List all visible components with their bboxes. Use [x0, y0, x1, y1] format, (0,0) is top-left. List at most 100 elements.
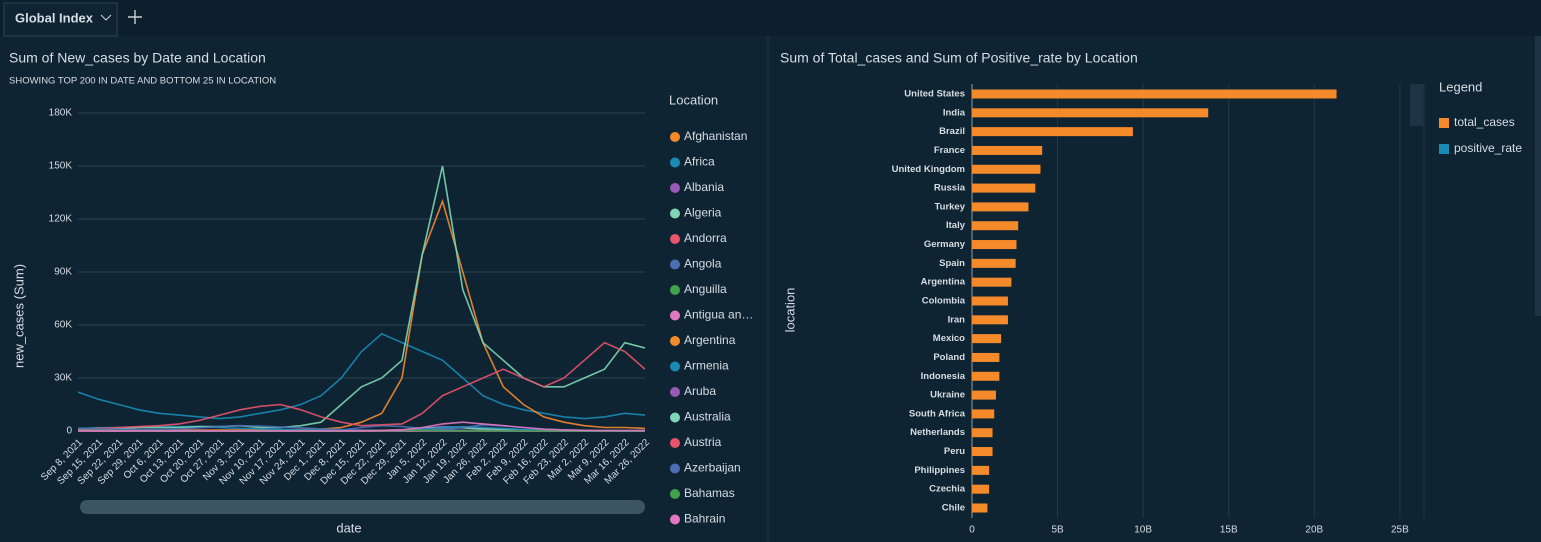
- y-tick-label: France: [934, 145, 965, 156]
- tab[interactable]: [3, 2, 118, 37]
- chart-title: Sum of New_cases by Date and Location: [9, 50, 266, 66]
- bar: [972, 296, 1008, 306]
- bar: [972, 334, 1002, 344]
- y-tick-label: Iran: [948, 314, 966, 325]
- legend-label: Algeria: [684, 206, 722, 220]
- bar: [972, 371, 1000, 381]
- y-tick-label: Czechia: [929, 484, 966, 495]
- legend-marker: [1439, 144, 1449, 154]
- y-tick-label: Chile: [942, 503, 965, 514]
- bar: [972, 183, 1036, 193]
- tab-bar: [0, 0, 1541, 36]
- bar: [972, 447, 993, 457]
- legend-label: Angola: [684, 257, 722, 271]
- line-series: [77, 341, 646, 430]
- x-tick-label: 0: [969, 525, 975, 536]
- legend-label: Azerbaijan: [684, 461, 741, 475]
- y-tick-label: United States: [904, 89, 965, 100]
- bar: [972, 352, 1000, 362]
- x-tick-label: 25B: [1391, 525, 1409, 536]
- y-tick-label: India: [943, 107, 966, 118]
- legend-marker: [670, 183, 680, 193]
- legend-marker: [670, 285, 680, 295]
- bar: [972, 277, 1012, 287]
- y-tick-label: Peru: [944, 446, 965, 457]
- legend-label: Antigua an…: [684, 308, 753, 322]
- y-tick-label: Germany: [924, 239, 966, 250]
- legend-label: Bahrain: [684, 512, 725, 526]
- bar: [972, 484, 990, 494]
- legend-label: positive_rate: [1454, 141, 1522, 155]
- bar: [972, 164, 1041, 174]
- bar: [972, 315, 1008, 325]
- add-tab[interactable]: [128, 10, 142, 24]
- line-series: [77, 332, 646, 420]
- legend-label: Anguilla: [684, 282, 727, 296]
- y-tick-label: South Africa: [909, 408, 966, 419]
- legend-label: Bahamas: [684, 486, 735, 500]
- tab-title: Global Index: [15, 10, 94, 25]
- y-tick-label: Netherlands: [910, 427, 965, 438]
- legend-marker: [670, 387, 680, 397]
- bar: [972, 428, 993, 438]
- y-tick-label: 0: [66, 426, 72, 437]
- x-axis-label: date: [336, 520, 361, 535]
- y-axis-label: location: [782, 288, 797, 333]
- y-tick-label: Poland: [933, 352, 965, 363]
- legend-label: total_cases: [1454, 115, 1515, 129]
- y-tick-label: Colombia: [922, 296, 966, 307]
- y-tick-label: 180K: [49, 108, 73, 119]
- x-tick-label: 10B: [1134, 525, 1152, 536]
- bar: [972, 390, 996, 400]
- y-tick-label: Argentina: [921, 277, 966, 288]
- y-tick-label: Ukraine: [930, 390, 965, 401]
- bar: [972, 409, 995, 419]
- legend-label: Afghanistan: [684, 129, 747, 143]
- legend-marker: [1439, 118, 1449, 128]
- legend-marker: [670, 514, 680, 525]
- legend-label: Aruba: [684, 384, 716, 398]
- bar: [972, 258, 1016, 268]
- y-tick-label: Russia: [934, 183, 966, 194]
- legend-scroll[interactable]: [1410, 84, 1423, 126]
- line-series: [77, 165, 646, 430]
- bar: [972, 89, 1337, 99]
- legend-marker: [670, 259, 680, 270]
- y-axis-label: new_cases (Sum): [11, 264, 26, 368]
- legend-label: Armenia: [684, 359, 729, 373]
- y-tick-label: Spain: [939, 258, 965, 269]
- legend-label: Argentina: [684, 333, 736, 347]
- y-tick-label: 90K: [54, 267, 72, 278]
- legend-marker: [670, 310, 680, 321]
- legend-marker: [670, 234, 680, 244]
- bar: [972, 145, 1043, 155]
- legend-label: Africa: [684, 155, 715, 169]
- legend-marker: [670, 208, 680, 219]
- legend-marker: [670, 132, 680, 142]
- x-tick-label: 15B: [1220, 525, 1238, 536]
- tab-chevron[interactable]: [100, 14, 112, 21]
- range-slider[interactable]: [80, 500, 645, 514]
- legend-title: Legend: [1439, 79, 1482, 94]
- legend-marker: [670, 361, 680, 372]
- y-tick-label: Italy: [946, 220, 966, 231]
- chart-title: Sum of Total_cases and Sum of Positive_r…: [780, 50, 1138, 66]
- y-tick-label: 30K: [54, 373, 72, 384]
- bar: [972, 221, 1019, 231]
- legend-label: Australia: [684, 410, 731, 424]
- chart-subtitle: SHOWING TOP 200 IN DATE AND BOTTOM 25 IN…: [9, 76, 276, 87]
- bar: [972, 202, 1029, 212]
- y-tick-label: Brazil: [939, 126, 965, 137]
- legend-marker: [670, 412, 680, 423]
- legend-marker: [670, 438, 680, 448]
- y-tick-label: Mexico: [933, 333, 965, 344]
- legend-label: Andorra: [684, 231, 727, 245]
- legend-title: Location: [669, 92, 718, 107]
- y-tick-label: Philippines: [914, 465, 965, 476]
- legend-label: Austria: [684, 435, 722, 449]
- y-tick-label: 120K: [49, 214, 73, 225]
- scrollbar: [1535, 36, 1541, 316]
- legend-marker: [670, 157, 680, 168]
- bar: [972, 108, 1209, 118]
